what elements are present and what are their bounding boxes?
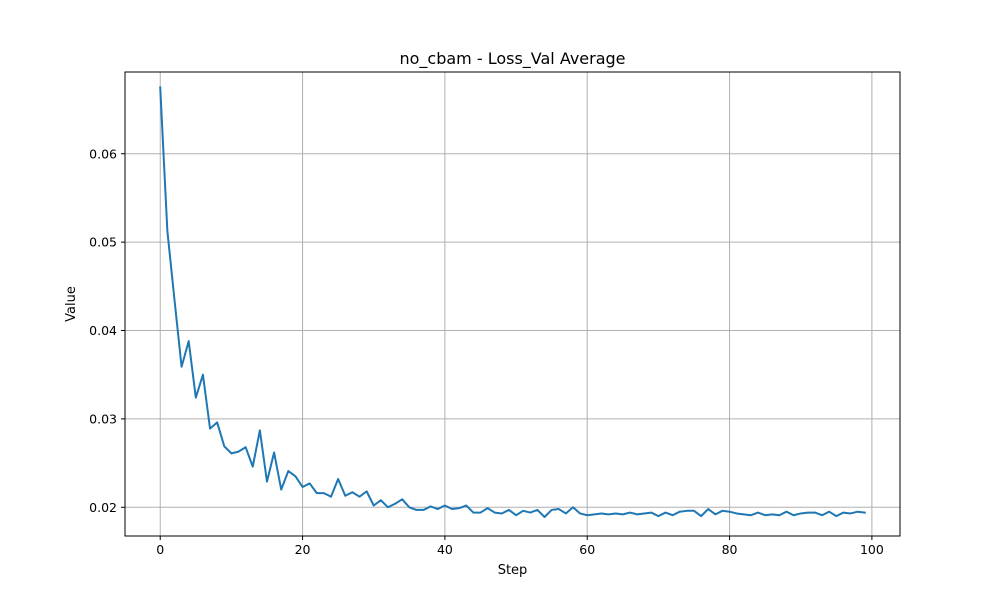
y-tick-label: 0.02: [89, 500, 117, 515]
y-axis-label: Value: [64, 286, 79, 322]
chart-title: no_cbam - Loss_Val Average: [399, 49, 625, 69]
x-tick-label: 40: [437, 542, 453, 557]
plot-area-background: [125, 72, 900, 536]
y-tick-label: 0.03: [89, 411, 117, 426]
grid-lines: [125, 72, 900, 536]
x-tick-label: 80: [722, 542, 738, 557]
x-axis-label: Step: [498, 563, 528, 578]
y-tick-label: 0.04: [89, 323, 117, 338]
x-tick-label: 100: [860, 542, 884, 557]
x-tick-label: 0: [156, 542, 164, 557]
x-tick-label: 20: [295, 542, 311, 557]
axes-frame: [124, 71, 901, 537]
series-layer: [159, 86, 866, 518]
y-tick-label: 0.06: [89, 146, 117, 161]
y-axis-ticks: 0.02 0.03 0.04 0.05 0.06: [89, 146, 125, 515]
x-tick-label: 60: [579, 542, 595, 557]
y-tick-label: 0.05: [89, 235, 117, 250]
x-axis-ticks: 0 20 40 60 80 100: [156, 536, 884, 557]
series-line: [159, 86, 866, 518]
